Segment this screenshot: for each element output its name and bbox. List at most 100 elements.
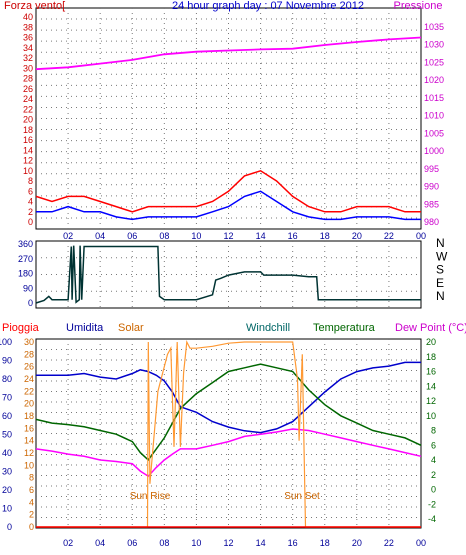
right-tick-label: 4 [431, 455, 436, 465]
left-tick-label: 10 [2, 504, 12, 514]
left-tick-label: 16 [23, 135, 33, 145]
left-tick-label: 38 [23, 22, 33, 32]
left-tick-label: 10 [23, 166, 33, 176]
left-tick-label: 0 [28, 217, 33, 227]
x-tick-label: 22 [384, 538, 394, 548]
compass-label: W [436, 249, 448, 263]
x-tick-label: 08 [159, 538, 169, 548]
left-tick-label: 24 [23, 94, 33, 104]
grid-3 [36, 339, 421, 528]
x-tick-label: 00 [416, 538, 426, 548]
x-tick-label: 10 [191, 538, 201, 548]
x-tick-label: 20 [352, 538, 362, 548]
right-tick-label: 14 [426, 381, 436, 391]
sun-set-label: Sun Set [284, 491, 320, 502]
left-tick-label: 8 [28, 176, 33, 186]
x-tick-label: 00 [416, 231, 426, 241]
x-tick-label: 06 [127, 538, 137, 548]
series-2 [35, 245, 421, 304]
right-tick-label: 985 [424, 199, 439, 209]
solar-tick-label: 20 [24, 399, 34, 409]
x-tick-label: 10 [191, 231, 201, 241]
solar-tick-label: 14 [24, 436, 34, 446]
legend-umidita: Umidita [66, 322, 104, 334]
x-tick-label: 06 [127, 231, 137, 241]
left-tick-label: 40 [2, 448, 12, 458]
left-tick-label: 20 [2, 485, 12, 495]
dir-tick-label: 270 [18, 254, 33, 264]
left-tick-label: 90 [2, 356, 12, 366]
right-tick-label: 1010 [424, 111, 444, 121]
x-tick-label: 02 [63, 538, 73, 548]
solar-tick-label: 10 [24, 460, 34, 470]
left-tick-label: 2 [28, 207, 33, 217]
solar-tick-label: 16 [24, 423, 34, 433]
series-line [35, 36, 422, 71]
right-tick-label: 990 [424, 182, 439, 192]
right-axis-label-1: Pressione [394, 0, 443, 12]
right-tick-label: 995 [424, 164, 439, 174]
solar-tick-label: 12 [24, 448, 34, 458]
legend-pioggia: Pioggia [2, 322, 40, 334]
left-tick-label: 50 [2, 430, 12, 440]
x-tick-label: 16 [288, 538, 298, 548]
x-tick-label: 12 [223, 538, 233, 548]
legend-windchill: Windchill [246, 322, 290, 334]
dir-tick-label: 180 [18, 269, 33, 279]
right-tick-label: 2 [431, 470, 436, 480]
left-tick-label: 36 [23, 33, 33, 43]
solar-tick-label: 2 [29, 510, 34, 520]
dir-tick-label: 90 [23, 283, 33, 293]
series-line [35, 245, 421, 304]
left-tick-label: 4 [28, 197, 33, 207]
legend-dew-point: Dew Point (°C) [395, 322, 466, 334]
left-tick-label: 34 [23, 43, 33, 53]
left-ticks-2: 360 270 180 90 0 [18, 239, 33, 308]
right-tick-label: -2 [428, 499, 436, 509]
right-tick-label: 12 [426, 396, 436, 406]
x-tick-label: 14 [256, 231, 266, 241]
series-line [35, 169, 421, 213]
left-tick-label: 70 [2, 393, 12, 403]
right-tick-label: 10 [426, 411, 436, 421]
compass-label: S [436, 263, 444, 277]
right-tick-label: 1015 [424, 93, 444, 103]
left-tick-label: 60 [2, 411, 12, 421]
left-tick-label: 22 [23, 104, 33, 114]
right-tick-label: -4 [428, 514, 436, 524]
right-tick-label: 20 [426, 337, 436, 347]
x-tick-label: 20 [352, 231, 362, 241]
series-line [35, 363, 422, 462]
x-tick-label: 22 [384, 231, 394, 241]
series-line [35, 428, 422, 478]
left-tick-label: 18 [23, 125, 33, 135]
compass-label: N [436, 236, 445, 250]
x-tick-label: 08 [159, 231, 169, 241]
dir-tick-label: 360 [18, 239, 33, 249]
left-tick-label: 40 [23, 12, 33, 22]
left-tick-label: 30 [23, 63, 33, 73]
right-tick-label: 6 [431, 440, 436, 450]
solar-tick-label: 4 [29, 497, 34, 507]
left-tick-label: 100 [0, 337, 12, 347]
solar-tick-label: 22 [24, 386, 34, 396]
x-tick-label: 12 [223, 231, 233, 241]
series-3 [35, 339, 422, 528]
x-tick-label: 02 [63, 231, 73, 241]
dir-tick-label: 0 [28, 298, 33, 308]
right-ticks-1: 1035 1030 1025 1020 1015 1010 1005 1000 995 990 98… [424, 22, 444, 227]
right-tick-label: 18 [426, 352, 436, 362]
x-tick-label: 04 [95, 231, 105, 241]
left-ticks-3: 1009080706050403020100 [0, 337, 12, 532]
left-tick-label: 80 [2, 374, 12, 384]
right-tick-label: 1000 [424, 146, 444, 156]
left-tick-label: 28 [23, 74, 33, 84]
right-tick-label: 1025 [424, 57, 444, 67]
wind-pressure-panel: Forza vento[ 24 hour graph day : 07 Nove… [4, 0, 444, 241]
right-tick-label: 980 [424, 217, 439, 227]
temperature-humidity-panel: Pioggia Umidita Solar Windchill Temperat… [0, 322, 466, 548]
right-tick-label: 1035 [424, 22, 444, 32]
right-tick-label: 16 [426, 367, 436, 377]
